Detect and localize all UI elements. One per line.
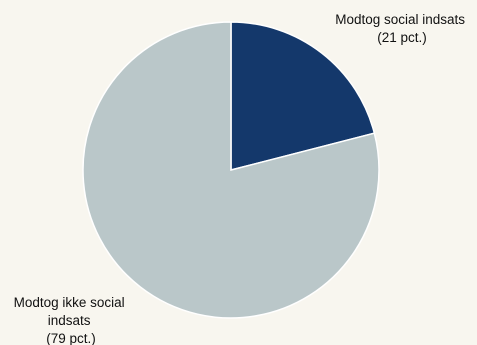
slice-label-line: Modtog social indsats bbox=[335, 12, 465, 27]
slice-label-line: (21 pct.) bbox=[377, 30, 427, 45]
slice-label-line: Modtog ikke social bbox=[14, 295, 125, 310]
pie-slice-social-indsats bbox=[230, 21, 376, 171]
slice-label-line: indsats bbox=[48, 313, 91, 328]
slice-label-social-indsats: Modtog social indsats (21 pct.) bbox=[335, 12, 469, 45]
pie-slices bbox=[82, 21, 380, 319]
slice-label-ikke-social-indsats: Modtog ikke social indsats (79 pct.) bbox=[14, 295, 129, 345]
pie-slice-ikke-social-indsats bbox=[82, 21, 380, 319]
slice-label-line: (79 pct.) bbox=[46, 331, 96, 345]
